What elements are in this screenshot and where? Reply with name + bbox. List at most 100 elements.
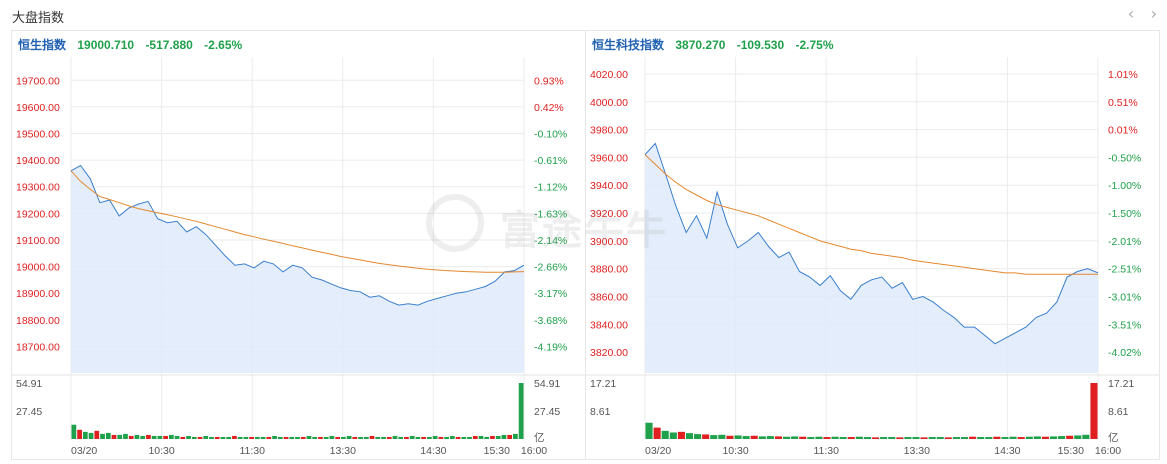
volume-bar <box>863 437 871 439</box>
price-area <box>71 165 524 373</box>
next-arrow-icon[interactable]: › <box>1150 4 1158 23</box>
pct-tick-label: -1.00% <box>1108 180 1141 192</box>
y-tick-label: 3880.00 <box>590 264 628 276</box>
volume-bar <box>289 436 295 439</box>
volume-bar <box>766 436 774 439</box>
pct-tick-label: -3.01% <box>1108 292 1141 304</box>
volume-bar <box>404 436 409 439</box>
y-tick-label: 18700.00 <box>16 341 60 353</box>
volume-bar <box>928 437 936 439</box>
volume-bar <box>799 436 807 439</box>
volume-bar <box>163 435 168 439</box>
y-tick-label: 19600.00 <box>16 102 60 114</box>
volume-bar <box>134 434 140 439</box>
pct-tick-label: -1.50% <box>1108 208 1141 220</box>
volume-bar <box>742 436 750 439</box>
volume-bar <box>438 436 444 439</box>
volume-bar <box>478 435 484 439</box>
volume-tick-label: 27.45 <box>16 406 42 418</box>
pct-tick-label: -1.63% <box>534 208 567 220</box>
volume-bar <box>734 435 742 439</box>
x-tick-label: 15:30 <box>484 445 510 457</box>
volume-bar <box>335 436 341 439</box>
volume-bar <box>427 436 432 439</box>
volume-bar <box>1041 436 1049 439</box>
index-name[interactable]: 恒生科技指数 <box>592 38 665 52</box>
volume-tick-label: 8.61 <box>590 406 611 418</box>
volume-bar <box>484 436 490 439</box>
volume-bar <box>952 437 960 439</box>
volume-bar <box>985 437 993 439</box>
index-card-hsi[interactable]: 恒生指数 19000.710 -517.880 -2.65% 19700.00 0… <box>11 30 586 460</box>
pct-tick-label: -2.14% <box>534 235 567 247</box>
volume-tick-label: 8.61 <box>1108 406 1129 418</box>
x-tick-label: 16:00 <box>1095 445 1121 457</box>
volume-bar <box>518 383 524 439</box>
volume-bar <box>815 436 823 439</box>
volume-bar <box>421 436 427 439</box>
volume-bar <box>174 435 180 439</box>
x-tick-label: 14:30 <box>420 445 446 457</box>
volume-bar <box>993 436 1001 439</box>
volume-tick-label: 54.91 <box>534 378 560 390</box>
pct-tick-label: -2.01% <box>1108 236 1141 248</box>
volume-bar <box>455 436 461 439</box>
volume-bar <box>904 437 912 439</box>
y-tick-label: 3960.00 <box>590 152 628 164</box>
volume-bar <box>677 431 685 439</box>
volume-bar <box>472 435 478 439</box>
volume-bar <box>944 437 952 439</box>
volume-bar <box>329 435 335 439</box>
volume-bar <box>501 434 507 439</box>
volume-bar <box>758 436 766 439</box>
volume-bar <box>888 437 896 439</box>
index-name[interactable]: 恒生指数 <box>18 38 67 52</box>
pct-tick-label: 0.01% <box>1108 125 1138 137</box>
volume-bar <box>1058 436 1066 439</box>
volume-bar <box>783 436 791 439</box>
volume-bar <box>300 436 306 439</box>
y-tick-label: 3820.00 <box>590 347 628 359</box>
volume-bar <box>237 436 243 439</box>
volume-bar <box>386 436 392 439</box>
volume-bar <box>896 437 904 439</box>
volume-bar <box>936 437 944 439</box>
pct-tick-label: -3.51% <box>1108 319 1141 331</box>
volume-bar <box>88 432 94 439</box>
pct-tick-label: 0.51% <box>1108 97 1138 109</box>
volume-bar <box>661 430 669 439</box>
volume-bar <box>168 434 174 439</box>
volume-bar <box>694 434 702 439</box>
volume-bar <box>318 436 323 439</box>
volume-bar <box>1074 435 1082 439</box>
pct-tick-label: -0.61% <box>534 155 567 167</box>
volume-bar <box>358 436 363 439</box>
y-tick-label: 3860.00 <box>590 292 628 304</box>
volume-unit-label: 亿 <box>1108 431 1119 444</box>
volume-bar <box>191 436 197 439</box>
volume-bar <box>1025 436 1033 439</box>
volume-bar <box>209 436 214 439</box>
y-tick-label: 3980.00 <box>590 125 628 137</box>
volume-bar <box>831 436 839 439</box>
y-tick-label: 4020.00 <box>590 69 628 81</box>
intraday-chart: 4020.00 1.01% 4000.00 0.51% 3980.00 0.01% 3960… <box>586 57 1159 457</box>
volume-bar <box>100 433 105 439</box>
volume-bar <box>260 436 266 439</box>
pct-tick-label: -4.19% <box>534 341 567 353</box>
y-tick-label: 3900.00 <box>590 236 628 248</box>
volume-bar <box>283 436 289 439</box>
volume-bar <box>685 433 694 439</box>
prev-arrow-icon[interactable]: ‹ <box>1127 4 1135 23</box>
pct-tick-label: 1.01% <box>1108 69 1138 81</box>
index-card-hstech[interactable]: 恒生科技指数 3870.270 -109.530 -2.75% 4020.00 1… <box>585 30 1160 460</box>
volume-bar <box>791 436 799 439</box>
volume-bar <box>750 435 758 439</box>
volume-bar <box>375 436 381 439</box>
y-tick-label: 19200.00 <box>16 208 60 220</box>
volume-bar <box>710 435 718 439</box>
average-line <box>644 154 1098 275</box>
volume-bar <box>969 436 977 439</box>
volume-bar <box>1001 437 1009 439</box>
volume-bar <box>146 434 151 439</box>
